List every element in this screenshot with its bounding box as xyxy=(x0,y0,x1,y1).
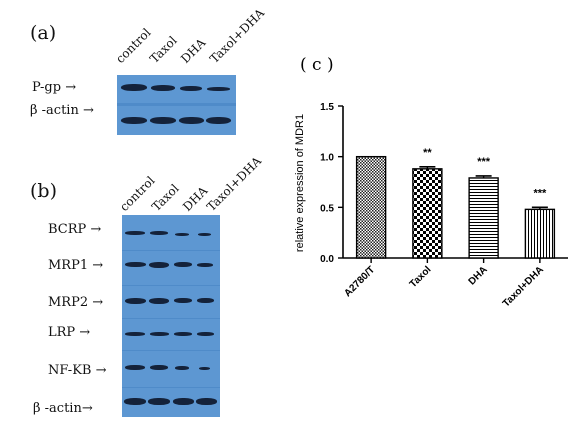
y-tick-label: 0.0 xyxy=(320,254,334,265)
bar xyxy=(412,168,443,259)
blot-strip-actin-a xyxy=(117,106,236,135)
row-label-mrp2: MRP2 → xyxy=(48,295,104,310)
band-pgp-4 xyxy=(207,87,230,91)
western-blot-a xyxy=(117,75,236,135)
band-mrp1-1 xyxy=(125,262,146,267)
band-actin-a-2 xyxy=(150,117,176,124)
row-label-lrp: LRP → xyxy=(48,325,91,340)
band-pgp-2 xyxy=(151,85,175,91)
band-actin-b-3 xyxy=(173,398,194,405)
panel-a-label: (a) xyxy=(30,22,57,44)
bar xyxy=(355,155,387,259)
band-pgp-1 xyxy=(121,84,147,91)
bar xyxy=(468,177,499,259)
row-label-nfkb: NF-KB → xyxy=(48,363,107,378)
band-nfkb-4 xyxy=(199,367,210,370)
blot-strip-pgp xyxy=(117,75,236,103)
blot-strip-bcrp xyxy=(122,215,220,250)
band-actin-b-2 xyxy=(148,398,170,405)
blot-strip-nfkb xyxy=(122,351,220,387)
bar xyxy=(524,208,556,259)
row-label-actin-a: β -actin → xyxy=(30,103,94,118)
band-mrp1-2 xyxy=(149,262,169,268)
band-mrp2-2 xyxy=(149,298,169,304)
significance-marker: ** xyxy=(423,147,432,159)
chart-plot-area: 0.0 0.5 1.0 1.5 relative expression of MDR1 A… xyxy=(294,102,568,310)
band-mrp2-3 xyxy=(174,298,192,303)
blot-strip-mrp2 xyxy=(122,286,220,318)
y-tick-label: 0.5 xyxy=(320,203,334,214)
x-tick-label: DHA xyxy=(467,264,490,287)
band-actin-a-1 xyxy=(121,117,147,124)
blot-strip-mrp1 xyxy=(122,251,220,285)
band-bcrp-4 xyxy=(198,233,211,236)
band-lrp-4 xyxy=(197,332,214,336)
band-nfkb-2 xyxy=(150,365,168,370)
row-label-actin-b: β -actin→ xyxy=(33,401,93,416)
x-tick-label: Taxol xyxy=(408,264,434,290)
band-mrp1-3 xyxy=(174,262,192,267)
band-lrp-3 xyxy=(174,332,192,336)
band-mrp2-4 xyxy=(197,298,214,303)
y-axis-label: relative expression of MDR1 xyxy=(294,114,306,252)
y-tick-label: 1.5 xyxy=(320,102,334,113)
significance-marker: *** xyxy=(533,187,547,199)
western-blot-b xyxy=(122,215,220,417)
band-actin-a-4 xyxy=(206,117,231,124)
x-tick-label: A2780/T xyxy=(342,264,377,299)
row-label-mrp1: MRP1 → xyxy=(48,258,104,273)
row-label-bcrp: BCRP → xyxy=(48,222,102,237)
panel-b-label: (b) xyxy=(30,180,57,202)
panel-c-label: ( c ) xyxy=(300,55,334,75)
band-nfkb-1 xyxy=(125,365,145,370)
band-mrp1-4 xyxy=(197,263,213,267)
band-nfkb-3 xyxy=(175,366,189,370)
y-tick-label: 1.0 xyxy=(320,153,334,164)
band-bcrp-2 xyxy=(150,231,168,235)
band-lrp-2 xyxy=(150,332,169,336)
band-bcrp-3 xyxy=(175,233,189,236)
significance-marker: *** xyxy=(477,156,491,168)
band-bcrp-1 xyxy=(125,231,145,235)
blot-strip-actin-b xyxy=(122,388,220,417)
band-actin-b-4 xyxy=(196,398,217,405)
band-lrp-1 xyxy=(125,332,145,336)
row-label-pgp: P-gp → xyxy=(32,80,77,95)
blot-strip-lrp xyxy=(122,319,220,350)
band-actin-b-1 xyxy=(124,398,146,405)
band-actin-a-3 xyxy=(179,117,204,124)
x-tick-label: Taxol+DHA xyxy=(501,264,546,309)
band-pgp-3 xyxy=(180,86,202,91)
band-mrp2-1 xyxy=(125,298,146,304)
